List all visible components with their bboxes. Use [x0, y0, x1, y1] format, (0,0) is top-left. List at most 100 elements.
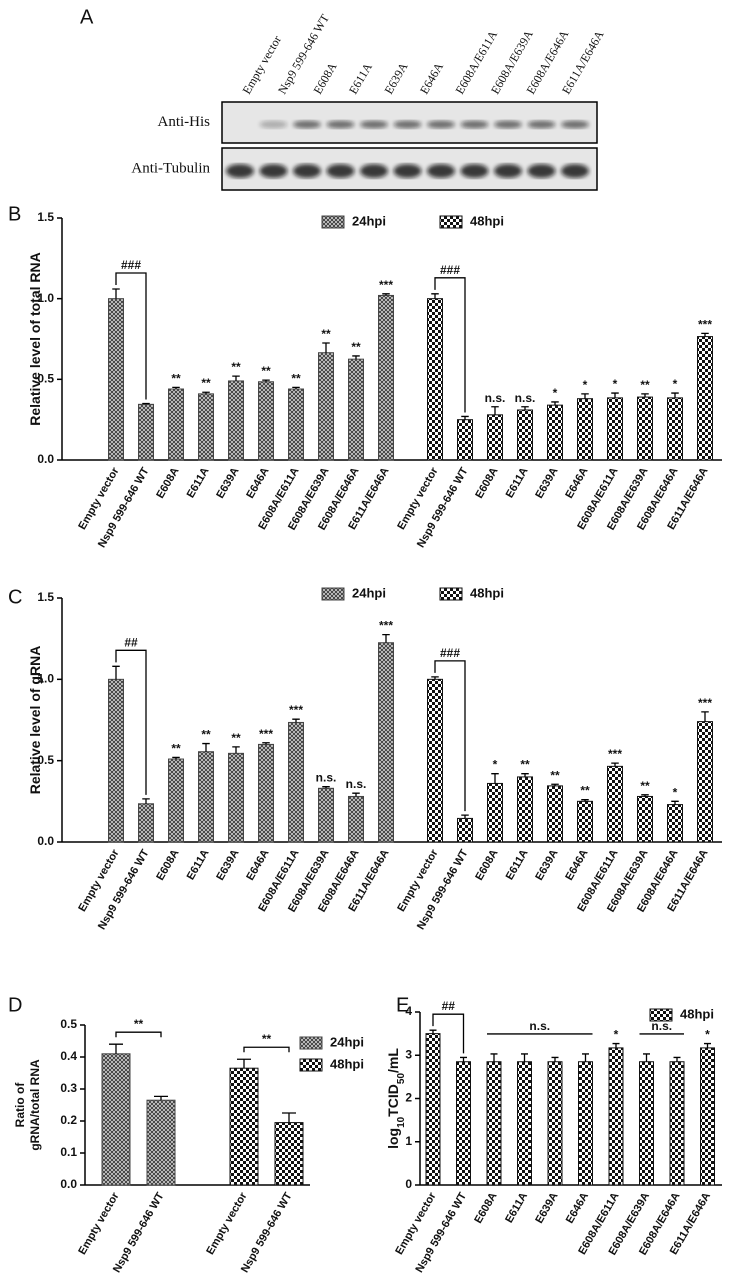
x-tick-label: E646A — [563, 465, 590, 500]
legend-swatch — [649, 1008, 673, 1022]
bracket-label: n.s. — [529, 1019, 550, 1033]
error-bar — [142, 402, 150, 405]
error-bar — [460, 1056, 467, 1062]
significance-label: *** — [289, 703, 303, 717]
blot-band — [460, 120, 489, 129]
y-tick-label: 1.5 — [37, 590, 54, 604]
x-tick-label: E639A — [533, 465, 560, 500]
bracket-label: ### — [440, 646, 460, 660]
significance-label: * — [583, 378, 588, 392]
bar — [517, 409, 533, 461]
error-bar — [262, 379, 270, 382]
bar — [288, 388, 304, 461]
row-label: Anti-Tubulin — [131, 160, 210, 176]
y-tick-label: 0.5 — [37, 372, 54, 386]
bar — [138, 403, 154, 461]
bar — [318, 787, 334, 843]
y-axis-label: Relative level of gRNA — [27, 646, 43, 795]
bar — [607, 765, 623, 843]
x-tick-label: Nsp9 599-646 WT — [111, 1190, 167, 1275]
bar — [547, 1061, 563, 1186]
error-bar — [382, 633, 390, 643]
y-tick-label: 0.5 — [37, 753, 54, 767]
significance-label: *** — [698, 317, 712, 331]
bar — [607, 397, 623, 461]
error-bar — [701, 711, 709, 722]
legend-label: 24hpi — [330, 1034, 364, 1049]
bar — [667, 397, 683, 461]
x-tick-label: E639A — [533, 1190, 560, 1225]
y-tick-label: 0.4 — [60, 1049, 77, 1063]
significance-label: ** — [640, 779, 650, 793]
blot-band — [360, 164, 388, 178]
x-tick-label: E608A — [473, 847, 500, 882]
x-tick-label: E611A — [504, 847, 531, 882]
bar — [108, 298, 124, 461]
error-bar — [491, 406, 499, 415]
error-bar — [237, 1058, 251, 1069]
panel-letter: D — [8, 995, 22, 1017]
error-bar — [232, 375, 240, 381]
significance-label: n.s. — [346, 777, 367, 791]
blot-band — [427, 164, 455, 178]
x-tick-label: Nsp9 599-646 WT — [239, 1190, 295, 1275]
error-bar — [292, 386, 300, 390]
legend-label: 48hpi — [470, 585, 504, 600]
legend-swatch — [439, 215, 463, 229]
bar — [457, 817, 473, 843]
panel-letter: E — [396, 995, 409, 1017]
x-tick-label: E608A — [472, 1190, 499, 1225]
error-bar — [611, 392, 619, 398]
bracket-label: ### — [121, 258, 141, 272]
blot-band — [226, 164, 254, 178]
legend-label: 48hpi — [330, 1056, 364, 1071]
legend-swatch — [321, 587, 345, 601]
bar — [577, 398, 593, 461]
y-tick-label: 3 — [405, 1047, 412, 1061]
significance-label: ** — [231, 360, 241, 374]
y-tick-label: 1.0 — [37, 291, 54, 305]
significance-label: ** — [231, 731, 241, 745]
significance-label: * — [614, 1028, 619, 1042]
error-bar — [461, 814, 469, 819]
y-tick-label: 0.2 — [60, 1113, 77, 1127]
significance-label: * — [673, 785, 678, 799]
significance-bracket — [115, 649, 147, 795]
error-bar — [671, 800, 679, 805]
error-bar — [671, 392, 679, 398]
bar — [168, 388, 184, 461]
significance-label: n.s. — [485, 391, 506, 405]
error-bar — [701, 332, 709, 337]
bar — [378, 642, 394, 843]
bar — [517, 1061, 532, 1186]
bar — [229, 1067, 259, 1186]
error-bar — [581, 393, 589, 399]
bar — [228, 380, 244, 461]
error-bar — [172, 756, 180, 760]
error-bar — [322, 786, 330, 789]
blot-band — [561, 164, 589, 178]
error-bar — [172, 386, 180, 390]
error-bar — [521, 1053, 528, 1062]
bar — [487, 414, 503, 461]
legend-label: 48hpi — [680, 1006, 714, 1021]
error-bar — [521, 773, 529, 777]
error-bar — [352, 792, 360, 797]
significance-label: * — [493, 758, 498, 772]
error-bar — [109, 1043, 123, 1054]
bar — [427, 298, 443, 461]
significance-bracket — [243, 1046, 290, 1053]
y-tick-label: 2 — [405, 1091, 412, 1105]
bracket-label: n.s. — [651, 1019, 672, 1033]
y-tick-label: 1.0 — [37, 672, 54, 686]
bar — [697, 721, 713, 843]
bar — [457, 419, 473, 461]
blot-band — [393, 164, 422, 178]
bar — [108, 678, 124, 843]
bracket-label: ## — [442, 999, 456, 1013]
lane-label: E639A — [381, 60, 410, 97]
bar — [228, 752, 244, 843]
lane-label: E646A — [417, 60, 446, 97]
legend-label: 24hpi — [352, 585, 386, 600]
